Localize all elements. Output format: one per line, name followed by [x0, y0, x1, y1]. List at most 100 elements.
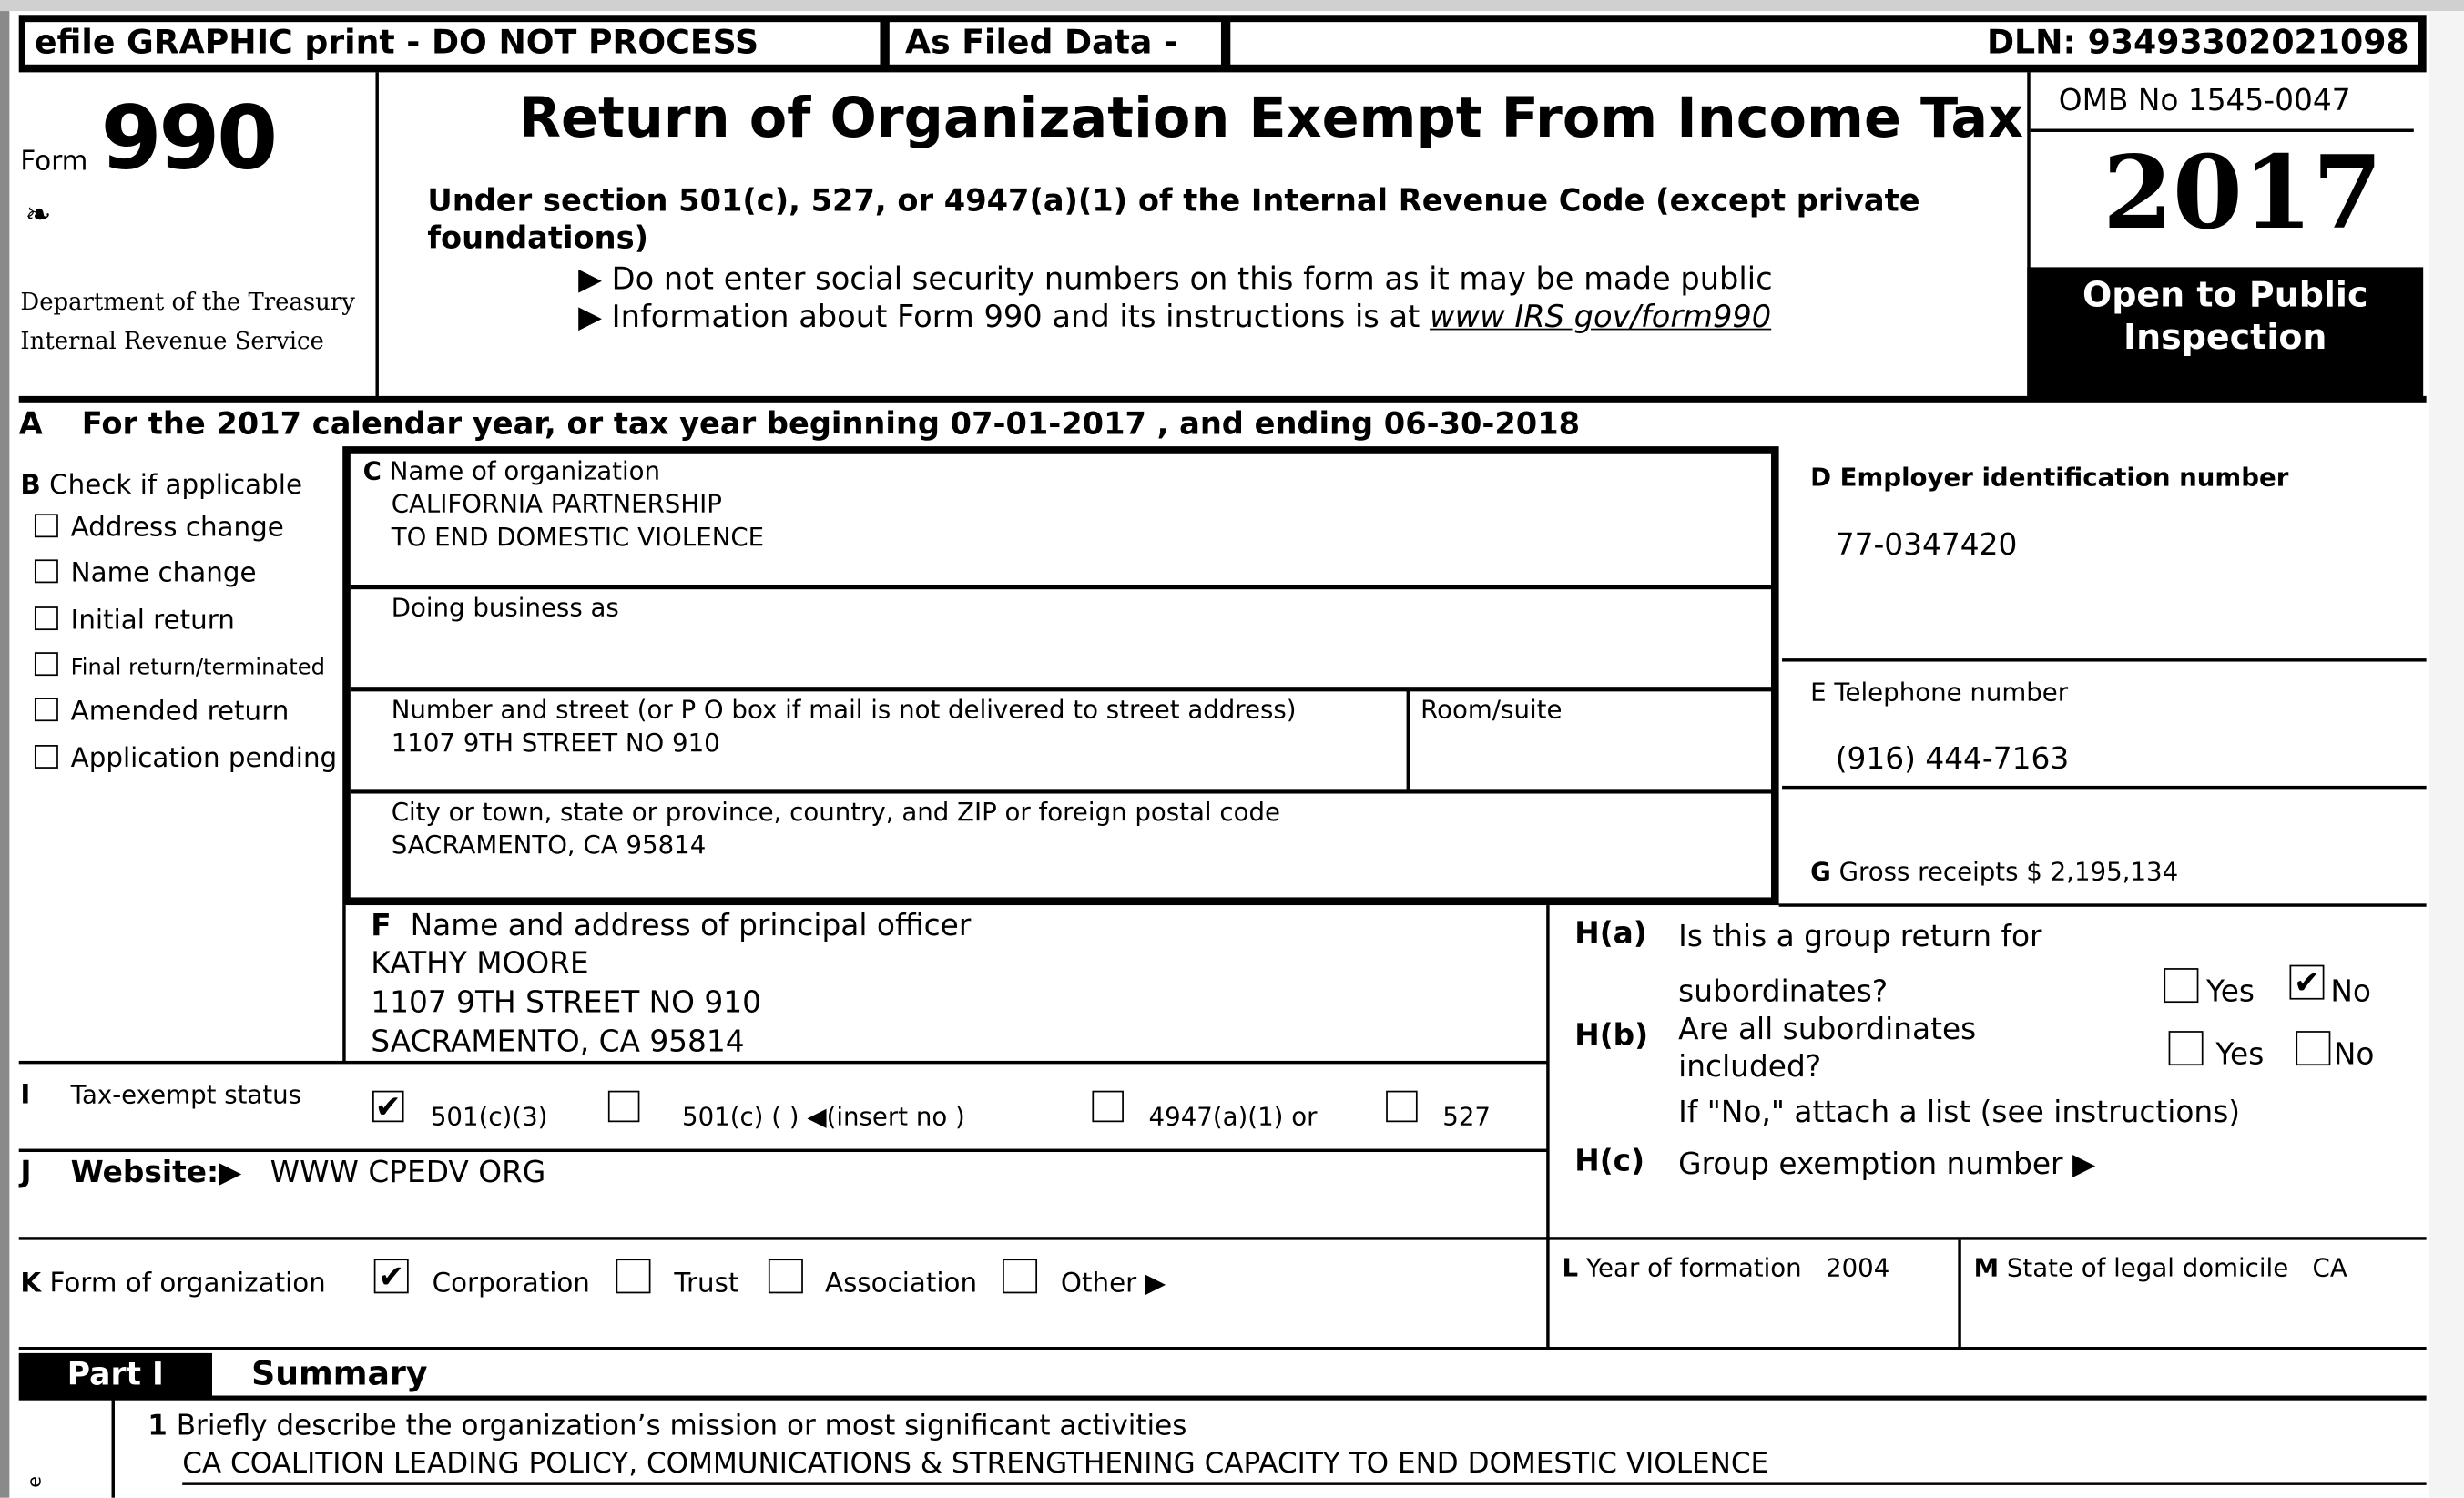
527-checkbox[interactable]: [1386, 1090, 1418, 1123]
hb-yes-label: Yes: [2215, 1037, 2265, 1072]
open-line2: Inspection: [2123, 319, 2327, 359]
part-i-badge: Part I: [18, 1352, 212, 1396]
check-label: Initial return: [70, 604, 235, 637]
divider: [2030, 128, 2414, 132]
tax-exempt-label: Tax-exempt status: [70, 1079, 302, 1110]
check-label: Address change: [70, 512, 284, 545]
checkbox-initial-return[interactable]: [34, 606, 58, 630]
website-value[interactable]: WWW CPEDV ORG: [270, 1155, 546, 1190]
association-label: Association: [825, 1268, 978, 1300]
ha-question-line1: Is this a group return for: [1678, 919, 2042, 954]
city-label: City or town, state or province, country…: [391, 796, 1280, 827]
top-frame: [0, 0, 2464, 12]
irs-eagle-icon: ❧: [25, 194, 52, 233]
tax-year: 2017: [2103, 135, 2383, 253]
form-of-org-label: K Form of organization: [20, 1269, 325, 1300]
website-row: Website:▶ WWW CPEDV ORG: [71, 1155, 546, 1189]
l-letter: L: [1562, 1252, 1579, 1283]
side-label: e: [23, 1476, 46, 1488]
divider: [350, 584, 1771, 589]
mission-statement: CA COALITION LEADING POLICY, COMMUNICATI…: [182, 1447, 1769, 1481]
m-letter: M: [1973, 1252, 2000, 1283]
501c3-label: 501(c)(3): [430, 1101, 548, 1132]
arrow-left-icon: ◀: [807, 1101, 827, 1132]
checkbox-name-change[interactable]: [34, 559, 58, 584]
hb-yes-checkbox[interactable]: [2168, 1031, 2204, 1066]
trust-label: Trust: [674, 1268, 739, 1300]
omb-number: OMB No 1545-0047: [2058, 83, 2351, 118]
irs-form990-link[interactable]: www IRS gov/form990: [1430, 298, 1772, 335]
b-letter: B: [20, 470, 41, 502]
dept-line1: Department of the Treasury: [20, 287, 355, 316]
divider: [18, 1060, 1548, 1065]
state-of-domicile: M State of legal domicile CA: [1974, 1252, 2347, 1282]
association-checkbox[interactable]: [768, 1259, 803, 1294]
right-frame: [2429, 11, 2464, 1498]
ein-label: D Employer identification number: [1810, 462, 2288, 492]
form-title: Return of Organization Exempt From Incom…: [518, 87, 2024, 151]
divider: [2027, 72, 2030, 398]
dba-label: Doing business as: [391, 592, 619, 623]
divider: [375, 72, 379, 398]
dept-line2: Internal Revenue Service: [20, 326, 324, 356]
note-info: ▶ Information about Form 990 and its ins…: [578, 299, 1771, 335]
ha-no-label: No: [2330, 973, 2371, 1009]
arrow-right-icon: ▶: [1145, 1268, 1166, 1300]
checkbox-final-return-terminated[interactable]: [34, 652, 58, 676]
street-label: Number and street (or P O box if mail is…: [391, 694, 1297, 725]
officer-name: KATHY MOORE: [371, 945, 589, 981]
l-label: Year of formation: [1585, 1252, 1802, 1283]
divider: [18, 1395, 2427, 1400]
divider: [350, 687, 1771, 691]
officer-city: SACRAMENTO, CA 95814: [371, 1024, 745, 1060]
i-letter: I: [20, 1079, 31, 1112]
check-label: Amended return: [70, 696, 290, 729]
trust-checkbox[interactable]: [616, 1259, 651, 1294]
arrow-right-icon: ▶: [2072, 1146, 2096, 1182]
arrow-right-icon: ▶: [578, 298, 602, 335]
section-b-header: B Check if applicable: [20, 470, 302, 502]
insert-no-text: (insert no ): [826, 1101, 965, 1132]
street-value: 1107 9TH STREET NO 910: [391, 728, 720, 758]
divider: [1546, 905, 1549, 1349]
part-i-title: Summary: [251, 1354, 428, 1393]
other-checkbox[interactable]: [1003, 1259, 1038, 1294]
phone-label: E Telephone number: [1810, 677, 2069, 708]
g-letter: G: [1810, 856, 1831, 887]
501c3-checkbox[interactable]: ✔: [372, 1090, 404, 1122]
divider: [1782, 785, 2427, 790]
ha-no-checkbox[interactable]: ✔: [2289, 964, 2325, 1000]
l-value: 2004: [1826, 1252, 1890, 1283]
divider: [342, 905, 345, 1063]
k-letter: K: [20, 1268, 42, 1300]
divider: [18, 1148, 1548, 1153]
g-value: Gross receipts $ 2,195,134: [1838, 856, 2179, 887]
hc-text: Group exemption number: [1678, 1146, 2063, 1182]
phone-value: (916) 444-7163: [1835, 741, 2070, 777]
4947-checkbox[interactable]: [1092, 1090, 1124, 1123]
ha-label: H(a): [1574, 916, 1647, 952]
hb-no-checkbox[interactable]: [2296, 1031, 2331, 1066]
ha-yes-checkbox[interactable]: [2164, 968, 2199, 1004]
form-word: Form: [20, 146, 88, 178]
k-label: Form of organization: [49, 1268, 326, 1300]
ha-yes-label: Yes: [2206, 973, 2255, 1009]
officer-street: 1107 9TH STREET NO 910: [371, 985, 762, 1021]
note-ssn: ▶ Do not enter social security numbers o…: [578, 260, 1773, 297]
corporation-checkbox[interactable]: ✔: [373, 1259, 409, 1294]
check-label: Final return/terminated: [70, 655, 325, 681]
checkbox-application-pending[interactable]: [34, 744, 58, 769]
website-label: Website:: [70, 1155, 219, 1190]
checkbox-amended-return[interactable]: [34, 698, 58, 722]
room-suite-label: Room/suite: [1420, 694, 1563, 725]
item1-number: 1: [148, 1410, 168, 1443]
4947-label: 4947(a)(1) or: [1148, 1101, 1318, 1132]
divider: [1958, 1239, 1960, 1349]
divider: [1778, 903, 2427, 907]
form-number: 990: [100, 87, 278, 190]
501c-checkbox[interactable]: [607, 1090, 640, 1123]
501c-text: 501(c) ( ): [681, 1101, 799, 1132]
checkbox-address-change[interactable]: [34, 514, 58, 538]
check-label: Name change: [70, 558, 257, 590]
item1-label: 1 Briefly describe the organization’s mi…: [148, 1410, 1186, 1442]
